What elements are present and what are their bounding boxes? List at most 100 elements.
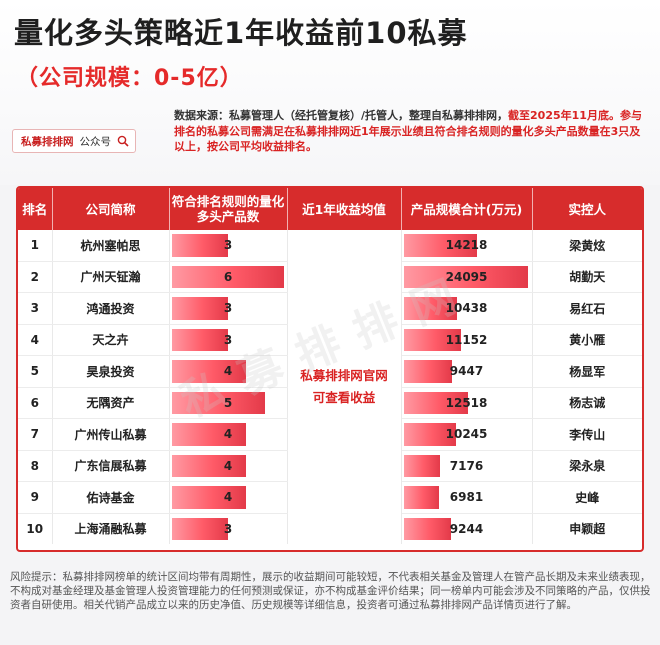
product-count-value: 3 [223, 301, 233, 316]
product-count-value: 4 [223, 427, 233, 442]
controller-cell: 李传山 [532, 418, 642, 451]
rank-cell: 3 [18, 292, 53, 325]
scale-cell: 7176 [401, 450, 533, 482]
controller-cell: 申颖超 [569, 522, 606, 537]
table-row: 4 天之卉 3 11152 黄小雁 [18, 324, 642, 356]
product-count-bar [171, 486, 247, 509]
scale-value: 9447 [449, 364, 484, 379]
company-cell: 天之卉 [52, 324, 170, 356]
scale-value: 24095 [445, 269, 488, 284]
product-count-cell: 4 [169, 355, 288, 388]
rank-cell: 5 [18, 355, 53, 388]
controller-cell: 史峰 [532, 481, 642, 514]
scale-cell: 10438 [401, 292, 533, 325]
scale-value: 6981 [449, 490, 484, 505]
product-count-value: 3 [223, 332, 233, 347]
scale-value: 9244 [449, 521, 484, 536]
header-panel: 量化多头策略近1年收益前10私募 （公司规模：0-5亿） 私募排排网 公众号 数据… [0, 0, 660, 185]
page-title: 量化多头策略近1年收益前10私募 [14, 16, 468, 50]
scale-bar [403, 454, 441, 477]
scale-bar [403, 391, 468, 414]
rank-cell: 1 [18, 230, 53, 262]
product-count-bar [171, 391, 265, 414]
search-icon [117, 135, 129, 147]
product-count-bar [171, 423, 247, 446]
controller-cell: 黄小雁 [532, 324, 642, 356]
product-count-cell: 3 [169, 513, 288, 544]
product-count-cell: 3 [169, 230, 288, 262]
column-header-rank: 排名 [18, 188, 53, 230]
company-cell: 佑诗基金 [52, 481, 170, 514]
table-row: 5 昊泉投资 4 9447 杨显军 [18, 355, 642, 388]
product-count-cell: 5 [169, 387, 288, 419]
product-count-cell: 4 [169, 481, 288, 514]
product-count-cell: 4 [169, 450, 288, 482]
company-cell: 广州天钲瀚 [52, 261, 170, 293]
table-row: 2 广州天钲瀚 6 24095 胡勤天 [18, 261, 642, 293]
rank-cell: 4 [18, 324, 53, 356]
product-count-value: 5 [223, 395, 233, 410]
controller-cell: 胡勤天 [532, 261, 642, 293]
table-row: 7 广州传山私募 4 10245 李传山 [18, 418, 642, 451]
wechat-brand-label: 私募排排网 [21, 135, 74, 148]
product-count-cell: 6 [169, 261, 288, 293]
company-cell: 广东信展私募 [52, 450, 170, 482]
return-note-line2: 可查看收益 [312, 390, 376, 405]
data-source-note: 数据来源：私募管理人（经托管复核）/托管人，整理自私募排排网，截至2025年11… [174, 108, 646, 155]
controller-cell: 杨显军 [532, 355, 642, 388]
scale-value: 14218 [445, 238, 488, 253]
product-count-bar [171, 328, 228, 351]
scale-bar [403, 360, 453, 383]
ranking-table: 排名 公司简称 符合排名规则的量化多头产品数 近1年收益均值 产品规模合计(万元… [16, 186, 644, 552]
rank-cell: 7 [18, 418, 53, 451]
scale-cell: 14218 [401, 230, 533, 262]
product-count-bar [171, 234, 228, 257]
scale-cell: 11152 [401, 324, 533, 356]
product-count-value: 4 [223, 490, 233, 505]
scale-value: 12518 [445, 395, 488, 410]
company-cell: 鸿通投资 [52, 292, 170, 325]
scale-bar [403, 517, 452, 540]
product-count-cell: 3 [169, 292, 288, 325]
scale-bar [403, 423, 457, 446]
source-note-main: 数据来源：私募管理人（经托管复核）/托管人，整理自私募排排网， [174, 109, 509, 122]
scale-bar [403, 297, 458, 320]
table-row: 6 无隅资产 5 12518 杨志诚 [18, 387, 642, 419]
scale-cell: 9244 [401, 513, 533, 544]
scale-bar [403, 328, 461, 351]
controller-cell: 梁黄炫 [532, 230, 642, 262]
scale-bar [403, 486, 440, 509]
scale-cell: 12518 [401, 387, 533, 419]
table-header-row: 排名 公司简称 符合排名规则的量化多头产品数 近1年收益均值 产品规模合计(万元… [18, 188, 642, 230]
controller-cell: 杨志诚 [532, 387, 642, 419]
scale-bar [403, 234, 477, 257]
product-count-bar [171, 297, 228, 320]
rank-cell: 8 [18, 450, 53, 482]
source-note-highlight: 截至2025年11月底。参与排名的私募公司需满足在私募排排网近1年展示业绩且符合… [174, 109, 642, 153]
table-row: 8 广东信展私募 4 7176 梁永泉 [18, 450, 642, 482]
rank-cell: 6 [18, 387, 53, 419]
product-count-cell: 3 [169, 324, 288, 356]
rank-cell: 10 [18, 513, 53, 544]
product-count-value: 4 [223, 458, 233, 473]
controller-cell: 易红石 [532, 292, 642, 325]
product-count-cell: 4 [169, 418, 288, 451]
company-cell: 昊泉投资 [52, 355, 170, 388]
column-header-scale: 产品规模合计(万元) [401, 188, 533, 230]
product-count-bar [171, 265, 284, 288]
column-header-controller: 实控人 [532, 188, 642, 230]
product-count-bar [171, 517, 228, 540]
scale-cell: 10245 [401, 418, 533, 451]
page-subtitle: （公司规模：0-5亿） [16, 66, 243, 91]
product-count-value: 6 [223, 269, 233, 284]
product-count-bar [171, 454, 247, 477]
return-note-line1: 私募排排网官网 [300, 368, 388, 383]
column-header-return: 近1年收益均值 [287, 188, 402, 230]
company-cell: 无隅资产 [52, 387, 170, 419]
table-row: 10 上海涌融私募 3 9244 申颖超 [18, 513, 642, 544]
wechat-account-tag[interactable]: 私募排排网 公众号 [12, 129, 136, 153]
wechat-suffix-label: 公众号 [79, 135, 112, 148]
rank-cell: 9 [18, 481, 53, 514]
scale-value: 11152 [445, 332, 488, 347]
column-header-company: 公司简称 [52, 188, 170, 230]
